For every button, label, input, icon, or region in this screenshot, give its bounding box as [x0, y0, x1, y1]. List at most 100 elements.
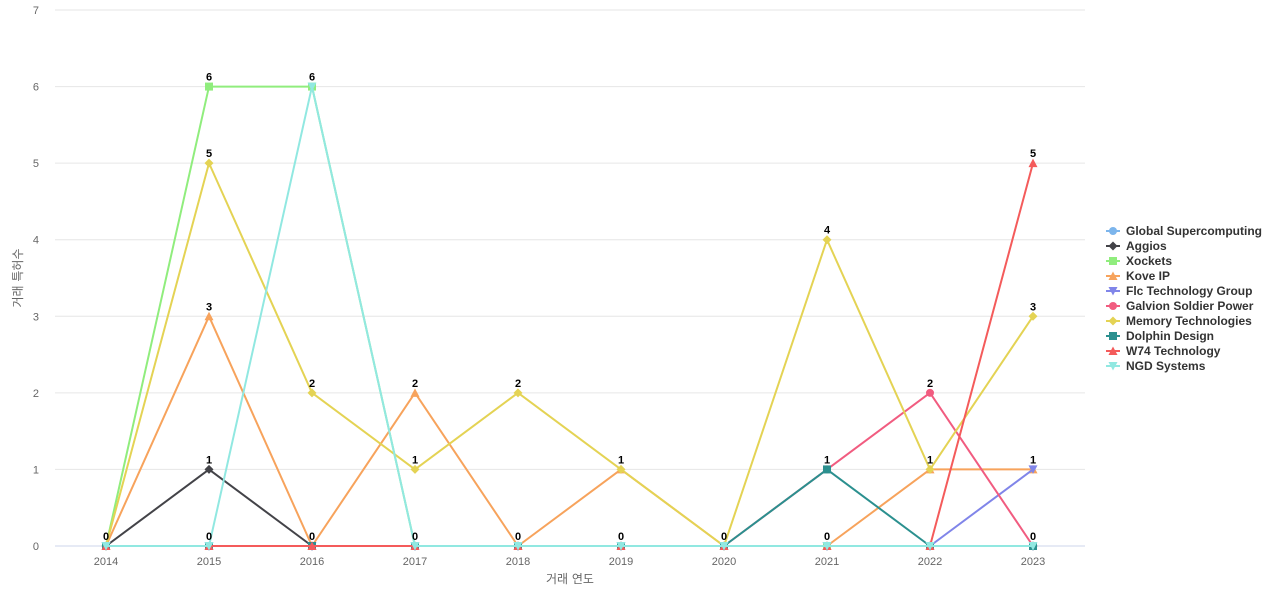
series-w74-technology[interactable] [101, 158, 1038, 550]
legend-swatch-marker [1109, 227, 1117, 235]
series-memory-technologies[interactable] [101, 158, 1038, 551]
data-point [1028, 542, 1038, 551]
x-tick-label: 2019 [609, 556, 633, 568]
legend-label: NGD Systems [1126, 359, 1206, 373]
legend-label: Global Supercomputing [1126, 224, 1262, 238]
y-tick-label: 7 [33, 5, 39, 17]
y-tick-label: 1 [33, 464, 39, 476]
data-point [307, 388, 317, 398]
data-point [926, 388, 934, 397]
data-label: 0 [721, 531, 727, 543]
legend-swatch-marker [1108, 316, 1118, 326]
legend-swatch-marker [1109, 332, 1117, 340]
legend-swatch-marker [1108, 271, 1118, 280]
data-point [410, 464, 420, 474]
data-point [307, 82, 317, 92]
data-label: 2 [927, 378, 933, 390]
data-label: 1 [1030, 454, 1036, 466]
series-lines [101, 82, 1038, 551]
data-label: 1 [412, 454, 418, 466]
x-axis-title: 거래 연도 [546, 572, 594, 586]
series-ngd-systems[interactable] [101, 82, 1038, 551]
legend-label: Xockets [1126, 254, 1172, 268]
legend-label: W74 Technology [1126, 344, 1221, 358]
data-point [204, 311, 214, 321]
data-label: 0 [412, 531, 418, 543]
y-tick-label: 0 [33, 541, 39, 553]
data-label: 0 [824, 531, 830, 543]
legend-label: Flc Technology Group [1126, 284, 1252, 298]
data-point [822, 542, 832, 551]
data-label: 0 [618, 531, 624, 543]
data-label: 4 [824, 225, 831, 237]
data-point [307, 541, 317, 550]
data-point [1028, 465, 1038, 474]
series-line [105, 162, 1034, 547]
legend-item[interactable]: Dolphin Design [1106, 329, 1214, 343]
data-label: 0 [515, 531, 521, 543]
data-point [616, 464, 626, 474]
data-point [204, 464, 214, 474]
data-label: 0 [103, 531, 109, 543]
series-line [105, 85, 1034, 547]
legend-swatch-marker [1108, 346, 1118, 355]
legend-item[interactable]: Flc Technology Group [1106, 284, 1252, 298]
data-point [204, 542, 214, 551]
y-tick-label: 4 [33, 235, 39, 247]
legend-item[interactable]: Xockets [1106, 254, 1172, 268]
y-tick-label: 2 [33, 388, 39, 400]
legend-item[interactable]: Aggios [1106, 239, 1167, 253]
data-label: 2 [309, 378, 315, 390]
legend-label: Memory Technologies [1126, 314, 1252, 328]
data-point [205, 82, 213, 91]
y-axis-title: 거래 특허수 [11, 248, 25, 307]
data-label: 2 [412, 378, 418, 390]
data-point [204, 158, 214, 168]
legend-item[interactable]: Memory Technologies [1106, 314, 1252, 328]
legend-swatch-marker [1108, 362, 1118, 371]
data-point [823, 465, 831, 474]
data-label: 0 [1030, 531, 1036, 543]
data-point [513, 388, 523, 398]
y-tick-label: 5 [33, 158, 39, 170]
data-point [513, 542, 523, 551]
data-label: 0 [206, 531, 212, 543]
x-tick-label: 2020 [712, 556, 736, 568]
data-label: 2 [515, 378, 521, 390]
data-label: 3 [1030, 301, 1036, 313]
legend-item[interactable]: NGD Systems [1106, 359, 1206, 373]
data-point [822, 235, 832, 245]
data-label: 6 [309, 72, 315, 84]
data-label: 1 [618, 454, 624, 466]
legend-item[interactable]: W74 Technology [1106, 344, 1221, 358]
x-tick-label: 2023 [1021, 556, 1045, 568]
data-point [101, 542, 111, 551]
data-label: 1 [927, 454, 933, 466]
x-tick-label: 2017 [403, 556, 427, 568]
legend-item[interactable]: Global Supercomputing [1106, 224, 1262, 238]
data-point [719, 542, 729, 551]
data-point [925, 542, 935, 551]
x-tick-label: 2014 [94, 556, 118, 568]
data-point [616, 542, 626, 551]
x-tick-label: 2022 [918, 556, 942, 568]
data-label: 3 [206, 301, 212, 313]
legend-swatch-marker [1109, 257, 1117, 265]
legend-swatch-marker [1109, 302, 1117, 310]
data-label: 5 [1030, 148, 1036, 160]
legend-item[interactable]: Kove IP [1106, 269, 1170, 283]
legend-item[interactable]: Galvion Soldier Power [1106, 299, 1254, 313]
data-point [1028, 158, 1038, 168]
legend-label: Galvion Soldier Power [1126, 299, 1254, 313]
legend-label: Aggios [1126, 239, 1167, 253]
data-point [925, 464, 935, 474]
data-label: 6 [206, 72, 212, 84]
data-point [410, 388, 420, 397]
data-label: 1 [206, 454, 212, 466]
series-line [105, 162, 1034, 547]
